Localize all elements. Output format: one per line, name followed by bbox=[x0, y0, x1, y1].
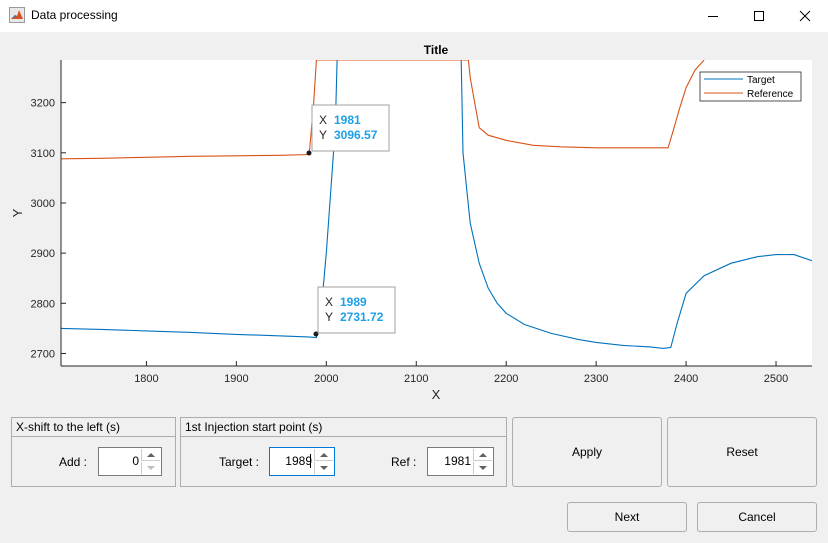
axes-box bbox=[61, 60, 812, 366]
injection-group: 1st Injection start point (s) Target : 1… bbox=[180, 417, 507, 487]
window-title: Data processing bbox=[31, 8, 118, 22]
datatip-x-label: X bbox=[319, 113, 327, 127]
target-value[interactable]: 1989 bbox=[285, 454, 312, 468]
add-value[interactable]: 0 bbox=[132, 454, 139, 468]
datatip-x-label: X bbox=[325, 295, 333, 309]
text-caret bbox=[310, 454, 311, 468]
apply-button[interactable]: Apply bbox=[512, 417, 662, 487]
ref-spinner[interactable]: 1981 bbox=[427, 447, 494, 476]
add-spinner[interactable]: 0 bbox=[98, 447, 162, 476]
chart-title: Title bbox=[424, 43, 449, 57]
legend[interactable]: Target Reference bbox=[699, 71, 802, 102]
minimize-icon[interactable] bbox=[690, 0, 736, 31]
target-spinner[interactable]: 1989 bbox=[269, 447, 335, 476]
cancel-button[interactable]: Cancel bbox=[697, 502, 817, 532]
x-tick-label: 2400 bbox=[674, 373, 698, 385]
datatip-marker bbox=[306, 150, 312, 156]
datatip-reference[interactable]: X 1981 Y 3096.57 bbox=[306, 104, 390, 156]
datatip-x-value: 1981 bbox=[334, 113, 361, 127]
series-layer bbox=[61, 60, 812, 349]
series-line-target[interactable] bbox=[61, 60, 812, 349]
datatip-marker bbox=[313, 331, 319, 337]
legend-box bbox=[699, 71, 802, 102]
ref-value[interactable]: 1981 bbox=[444, 454, 471, 468]
datatip-y-value: 2731.72 bbox=[340, 310, 384, 324]
target-increment-button[interactable] bbox=[314, 449, 333, 461]
y-tick-label: 2800 bbox=[31, 298, 55, 310]
x-tick-label: 2500 bbox=[764, 373, 788, 385]
x-tick-label: 2300 bbox=[584, 373, 608, 385]
target-label: Target : bbox=[219, 455, 260, 469]
add-increment-button[interactable] bbox=[141, 449, 160, 461]
y-tick-label: 3000 bbox=[31, 198, 55, 210]
close-icon[interactable] bbox=[782, 0, 828, 31]
xshift-group-title: X-shift to the left (s) bbox=[12, 418, 175, 437]
ref-increment-button[interactable] bbox=[473, 449, 492, 461]
ref-label: Ref : bbox=[391, 455, 417, 469]
legend-label-target: Target bbox=[747, 75, 775, 86]
plot-panel: Title 1800 1900 2000 2100 2200 2300 2400 2500 27… bbox=[0, 32, 828, 408]
datatip-box bbox=[317, 286, 396, 334]
injection-group-title: 1st Injection start point (s) bbox=[181, 418, 506, 437]
y-axis-label: Y bbox=[10, 208, 25, 217]
datatip-target[interactable]: X 1989 Y 2731.72 bbox=[313, 286, 396, 337]
matlab-icon bbox=[9, 7, 25, 23]
y-tick-label: 3200 bbox=[31, 98, 55, 110]
legend-label-reference: Reference bbox=[747, 89, 794, 100]
datatip-y-label: Y bbox=[319, 128, 327, 142]
x-axis-label: X bbox=[432, 387, 441, 402]
maximize-icon[interactable] bbox=[736, 0, 782, 31]
ticks-layer: 1800 1900 2000 2100 2200 2300 2400 2500 2700 2800… bbox=[31, 98, 789, 385]
y-tick-label: 3100 bbox=[31, 148, 55, 160]
x-tick-label: 1800 bbox=[134, 373, 158, 385]
x-tick-label: 1900 bbox=[224, 373, 248, 385]
x-tick-label: 2200 bbox=[494, 373, 518, 385]
title-bar: Data processing bbox=[0, 0, 828, 32]
ref-decrement-button[interactable] bbox=[473, 462, 492, 474]
y-tick-label: 2900 bbox=[31, 248, 55, 260]
add-decrement-button[interactable] bbox=[141, 462, 160, 474]
datatip-x-value: 1989 bbox=[340, 295, 367, 309]
datatip-box bbox=[311, 104, 390, 152]
add-label: Add : bbox=[59, 455, 88, 469]
target-decrement-button[interactable] bbox=[314, 462, 333, 474]
xshift-group: X-shift to the left (s) Add : 0 bbox=[11, 417, 176, 487]
line-chart[interactable]: Title 1800 1900 2000 2100 2200 2300 2400 2500 27… bbox=[0, 32, 828, 408]
series-line-reference[interactable] bbox=[61, 60, 705, 160]
reset-button[interactable]: Reset bbox=[667, 417, 817, 487]
datatip-y-label: Y bbox=[325, 310, 333, 324]
datatip-y-value: 3096.57 bbox=[334, 128, 378, 142]
next-button[interactable]: Next bbox=[567, 502, 687, 532]
x-tick-label: 2000 bbox=[314, 373, 338, 385]
x-tick-label: 2100 bbox=[404, 373, 428, 385]
y-tick-label: 2700 bbox=[31, 348, 55, 360]
